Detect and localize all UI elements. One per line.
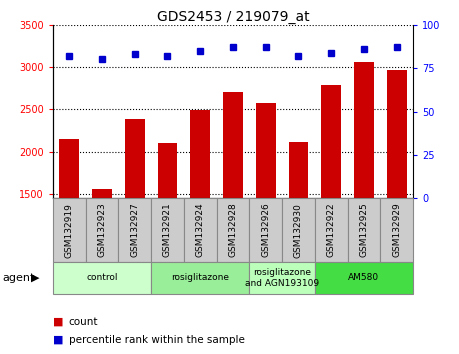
Bar	[223, 92, 243, 321]
Bar	[256, 103, 275, 321]
Text: GSM132924: GSM132924	[196, 203, 205, 257]
Bar	[125, 119, 145, 321]
Bar	[217, 198, 249, 262]
Text: rosiglitazone
and AGN193109: rosiglitazone and AGN193109	[245, 268, 319, 287]
Text: ■: ■	[53, 317, 63, 327]
Bar	[347, 198, 381, 262]
Text: control: control	[86, 273, 118, 282]
Bar	[184, 198, 217, 262]
Bar	[151, 262, 249, 294]
Bar	[289, 142, 308, 321]
Bar	[381, 198, 413, 262]
Text: GSM132923: GSM132923	[97, 203, 106, 257]
Bar	[85, 198, 118, 262]
Text: GSM132929: GSM132929	[392, 203, 401, 257]
Bar	[315, 198, 347, 262]
Bar	[151, 198, 184, 262]
Text: GSM132930: GSM132930	[294, 202, 303, 258]
Text: GSM132927: GSM132927	[130, 203, 139, 257]
Bar	[249, 262, 315, 294]
Bar	[53, 262, 151, 294]
Text: ▶: ▶	[31, 273, 40, 283]
Bar	[157, 143, 177, 321]
Text: agent: agent	[2, 273, 35, 283]
Text: GSM132922: GSM132922	[327, 203, 336, 257]
Text: count: count	[69, 317, 98, 327]
Text: ■: ■	[53, 335, 63, 345]
Bar	[315, 262, 413, 294]
Bar	[387, 70, 407, 321]
Bar	[92, 189, 112, 321]
Bar	[282, 198, 315, 262]
Text: percentile rank within the sample: percentile rank within the sample	[69, 335, 245, 345]
Title: GDS2453 / 219079_at: GDS2453 / 219079_at	[157, 10, 309, 24]
Bar	[190, 110, 210, 321]
Bar	[249, 198, 282, 262]
Text: GSM132925: GSM132925	[359, 203, 369, 257]
Text: GSM132926: GSM132926	[261, 203, 270, 257]
Text: AM580: AM580	[348, 273, 380, 282]
Bar	[354, 62, 374, 321]
Bar	[321, 85, 341, 321]
Bar	[118, 198, 151, 262]
Text: rosiglitazone: rosiglitazone	[171, 273, 229, 282]
Bar	[59, 139, 79, 321]
Bar	[53, 198, 85, 262]
Text: GSM132928: GSM132928	[229, 203, 237, 257]
Text: GSM132921: GSM132921	[163, 203, 172, 257]
Text: GSM132919: GSM132919	[65, 202, 73, 258]
